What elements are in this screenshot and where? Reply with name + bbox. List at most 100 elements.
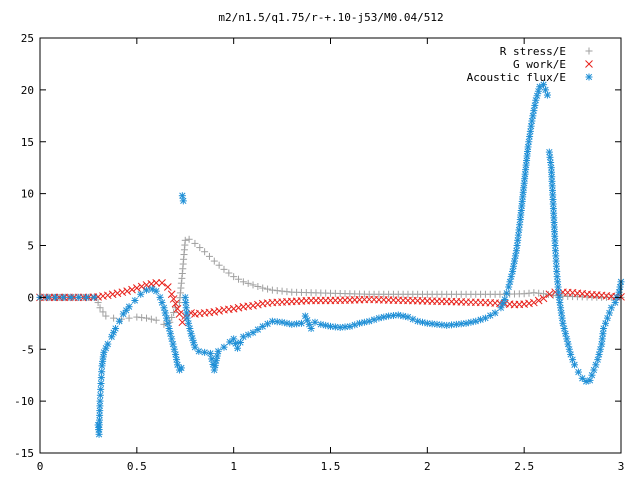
data-point	[418, 318, 426, 326]
data-point	[164, 319, 172, 327]
data-point	[283, 288, 291, 296]
data-point	[365, 317, 373, 325]
data-point	[160, 304, 168, 312]
data-point	[560, 325, 568, 332]
data-point	[311, 318, 319, 326]
data-point	[147, 315, 155, 323]
data-point	[491, 309, 499, 317]
data-point	[213, 352, 221, 360]
data-point	[119, 310, 127, 318]
data-point	[530, 107, 538, 115]
data-point	[96, 304, 104, 312]
data-point	[169, 295, 178, 303]
data-point	[535, 289, 543, 297]
data-point	[438, 321, 446, 329]
data-point	[616, 283, 624, 291]
data-point	[399, 312, 407, 320]
data-point	[158, 278, 166, 287]
data-point	[51, 293, 59, 301]
data-point	[510, 257, 518, 265]
data-point	[526, 133, 534, 141]
data-point	[540, 81, 548, 89]
data-point	[166, 330, 174, 338]
y-axis: -15 -10 -5 0 5 10 15 20 25	[14, 32, 621, 460]
data-point	[370, 316, 378, 324]
data-point	[268, 286, 276, 294]
data-point	[131, 296, 139, 304]
data-point	[563, 335, 571, 343]
data-point	[574, 368, 582, 376]
legend-marker	[585, 73, 593, 81]
data-point	[103, 291, 112, 300]
data-point	[512, 247, 520, 255]
data-point	[168, 335, 176, 343]
data-point	[534, 87, 542, 95]
data-point	[215, 307, 223, 315]
x-tick-label: 2	[424, 460, 431, 473]
data-point	[549, 191, 557, 199]
data-point	[533, 92, 541, 100]
data-point	[165, 325, 173, 332]
data-point	[161, 309, 169, 317]
data-point	[143, 286, 151, 294]
data-point	[123, 287, 132, 296]
data-point	[565, 345, 573, 353]
data-point	[510, 262, 518, 270]
data-point	[138, 314, 146, 322]
data-point	[96, 402, 104, 410]
x-axis: 0 0.5 1 1.5 2 2.5 3	[37, 38, 624, 473]
data-point	[360, 318, 368, 326]
data-point	[516, 221, 524, 229]
legend-marker	[585, 47, 593, 55]
data-point	[169, 340, 177, 348]
data-point	[603, 314, 611, 322]
data-point	[472, 317, 480, 325]
data-point	[556, 299, 564, 307]
y-tick-label: 15	[21, 136, 34, 149]
data-point	[534, 296, 543, 305]
data-point	[163, 314, 171, 322]
data-point	[555, 293, 563, 301]
y-tick-label: 25	[21, 32, 34, 45]
data-point	[611, 299, 619, 307]
data-point	[230, 273, 238, 281]
data-point	[179, 197, 187, 205]
data-point	[540, 290, 548, 298]
data-point	[557, 304, 565, 312]
legend-label: R stress/E	[500, 45, 566, 58]
data-point	[137, 282, 146, 291]
data-point	[503, 289, 511, 297]
data-point	[561, 330, 569, 338]
data-point	[530, 289, 538, 297]
data-point	[212, 357, 220, 365]
data-point	[152, 287, 160, 295]
data-point	[236, 339, 244, 347]
data-point	[187, 330, 195, 338]
data-point	[188, 334, 196, 342]
data-point	[163, 283, 172, 291]
data-point	[137, 290, 145, 298]
data-point	[380, 313, 388, 321]
data-point	[529, 298, 538, 307]
plot-frame	[39, 37, 622, 454]
data-point	[520, 290, 528, 298]
data-point	[297, 319, 305, 327]
data-point	[547, 159, 555, 166]
data-point	[545, 290, 554, 299]
data-point	[529, 112, 537, 120]
data-point	[527, 122, 535, 130]
data-point	[278, 318, 286, 326]
data-point	[191, 239, 199, 247]
data-point	[586, 376, 594, 384]
legend-label: Acoustic flux/E	[467, 71, 566, 84]
data-point	[99, 308, 107, 316]
data-point	[170, 309, 178, 317]
data-point	[567, 350, 575, 358]
data-point	[196, 244, 204, 252]
data-point	[507, 273, 515, 281]
data-point	[172, 350, 180, 358]
data-point	[595, 350, 603, 358]
data-point	[509, 267, 517, 275]
data-point	[571, 361, 579, 369]
